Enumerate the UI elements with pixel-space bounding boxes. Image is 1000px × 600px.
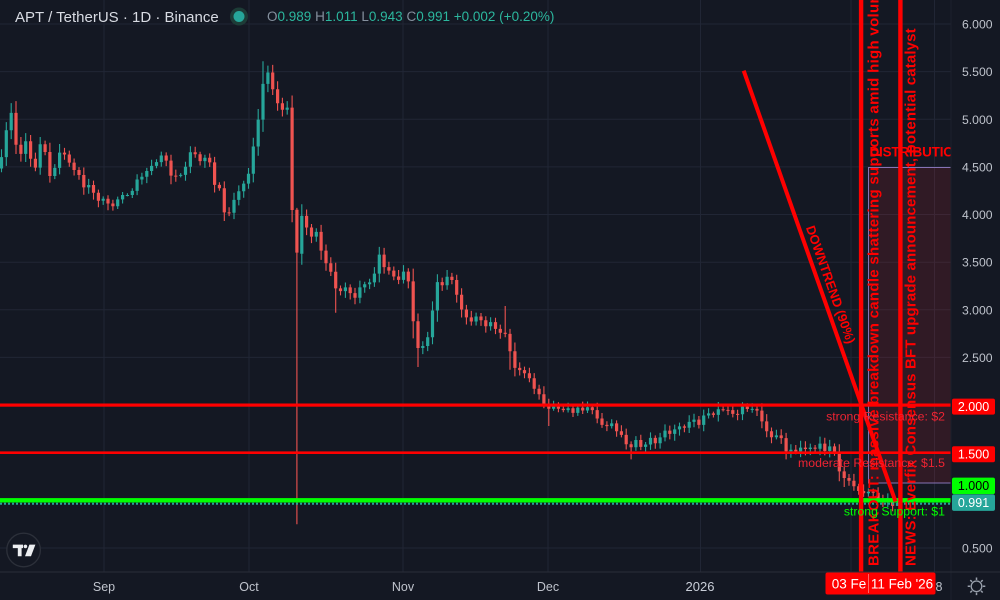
svg-text:strong Resistance: $2: strong Resistance: $2 (826, 410, 945, 424)
svg-text:strong Support: $1: strong Support: $1 (844, 505, 945, 519)
svg-text:11 Feb '26: 11 Feb '26 (871, 577, 933, 592)
svg-text:1.500: 1.500 (958, 448, 989, 462)
svg-text:5.500: 5.500 (962, 65, 993, 79)
svg-text:moderate Resistance: $1.5: moderate Resistance: $1.5 (798, 456, 945, 470)
svg-text:Oct: Oct (239, 580, 259, 594)
svg-text:BREAKOUT: massive breakdown ca: BREAKOUT: massive breakdown candle shatt… (866, 0, 883, 566)
svg-text:1.000: 1.000 (958, 479, 989, 493)
svg-text:2.000: 2.000 (958, 400, 989, 414)
svg-text:Nov: Nov (392, 580, 415, 594)
svg-text:0.500: 0.500 (962, 542, 993, 556)
svg-text:8: 8 (936, 580, 943, 594)
svg-text:APT / TetherUS · 1D · Binance: APT / TetherUS · 1D · Binance (15, 9, 219, 26)
svg-text:03 Fe: 03 Fe (832, 577, 867, 592)
svg-text:5.000: 5.000 (962, 113, 993, 127)
svg-text:2026: 2026 (686, 579, 715, 594)
svg-text:3.000: 3.000 (962, 303, 993, 317)
svg-text:4.000: 4.000 (962, 208, 993, 222)
svg-text:NEWS: Everfix Consensus BFT up: NEWS: Everfix Consensus BFT upgrade anno… (903, 28, 920, 566)
svg-text:3.500: 3.500 (962, 256, 993, 270)
svg-text:0.991: 0.991 (958, 496, 989, 510)
svg-text:Dec: Dec (537, 580, 559, 594)
svg-text:2.500: 2.500 (962, 351, 993, 365)
svg-text:6.000: 6.000 (962, 18, 993, 32)
svg-text:DISTRIBUTION: DISTRIBUTION (870, 145, 964, 160)
svg-text:Sep: Sep (93, 580, 115, 594)
svg-text:O0.989 H1.011 L0.943 C0.991 +0: O0.989 H1.011 L0.943 C0.991 +0.002 (+0.2… (267, 9, 554, 24)
svg-text:4.500: 4.500 (962, 160, 993, 174)
